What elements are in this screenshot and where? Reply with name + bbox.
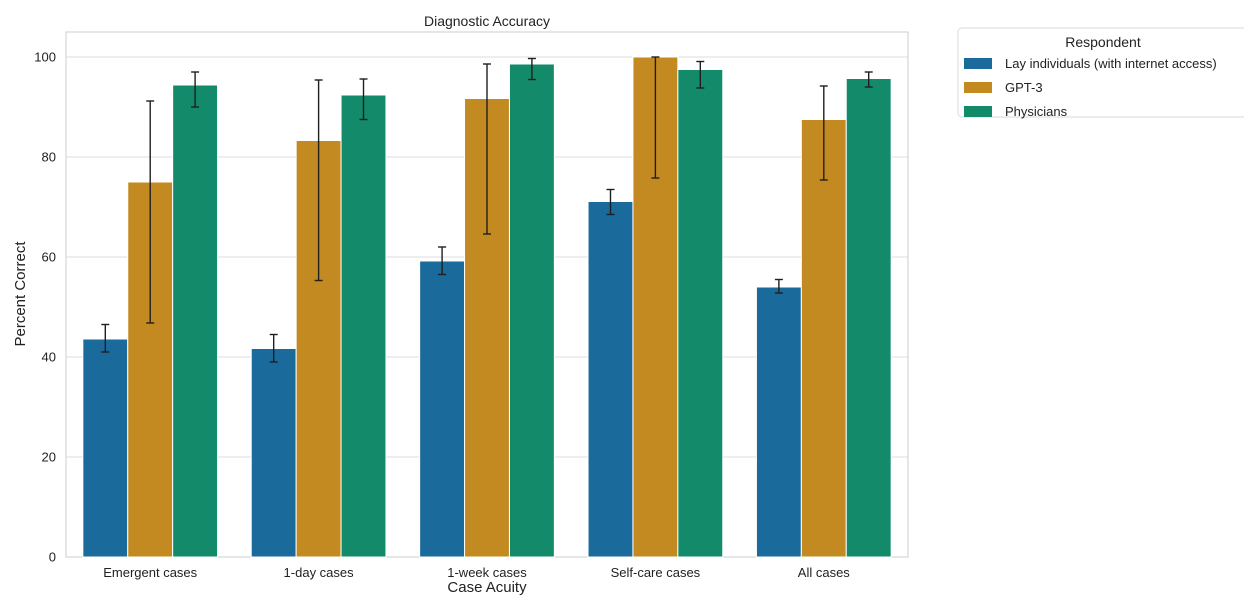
legend-label-0: Lay individuals (with internet access)	[1005, 56, 1217, 71]
legend-swatch-1	[964, 82, 992, 93]
legend-frame	[957, 27, 1244, 118]
legend-label-1: GPT-3	[1005, 80, 1043, 95]
y-tick-labels: 0 20 40 60 80 100	[34, 50, 56, 565]
legend-title: Respondent	[1065, 34, 1141, 50]
x-tick-label-2: 1-week cases	[447, 565, 527, 580]
x-tick-label-1: 1-day cases	[284, 565, 355, 580]
legend-swatch-0	[964, 58, 992, 69]
x-tick-label-3: Self-care cases	[611, 565, 701, 580]
bar-series0-cat4	[755, 286, 802, 558]
error-bars	[101, 56, 873, 363]
bar-series0-cat1	[250, 348, 297, 558]
bar-series0-cat2	[419, 260, 466, 558]
y-tick-label-20: 20	[42, 450, 56, 465]
y-tick-label-60: 60	[42, 250, 56, 265]
legend-items: Lay individuals (with internet access) GP…	[964, 56, 1217, 119]
legend: Respondent Lay individuals (with interne…	[957, 27, 1244, 119]
x-tick-label-4: All cases	[798, 565, 851, 580]
chart-title: Diagnostic Accuracy	[424, 13, 550, 29]
bar-series0-cat3	[587, 201, 634, 558]
y-axis-title: Percent Correct	[12, 241, 29, 347]
y-tick-label-0: 0	[49, 550, 56, 565]
bar-series2-cat2	[508, 63, 555, 558]
bar-series2-cat4	[845, 78, 892, 558]
bar-series2-cat0	[172, 84, 219, 558]
bar-series0-cat0	[82, 338, 129, 558]
bar-series2-cat3	[677, 69, 724, 558]
y-tick-label-100: 100	[34, 50, 56, 65]
legend-swatch-2	[964, 106, 992, 117]
y-tick-label-40: 40	[42, 350, 56, 365]
x-axis-title: Case Acuity	[447, 579, 527, 595]
bar-series1-cat4	[800, 119, 847, 558]
x-tick-labels: Emergent cases 1-day cases 1-week cases Sel…	[103, 565, 850, 580]
legend-label-2: Physicians	[1005, 104, 1068, 119]
x-tick-label-0: Emergent cases	[103, 565, 197, 580]
bar-series2-cat1	[340, 94, 387, 558]
y-tick-label-80: 80	[42, 150, 56, 165]
